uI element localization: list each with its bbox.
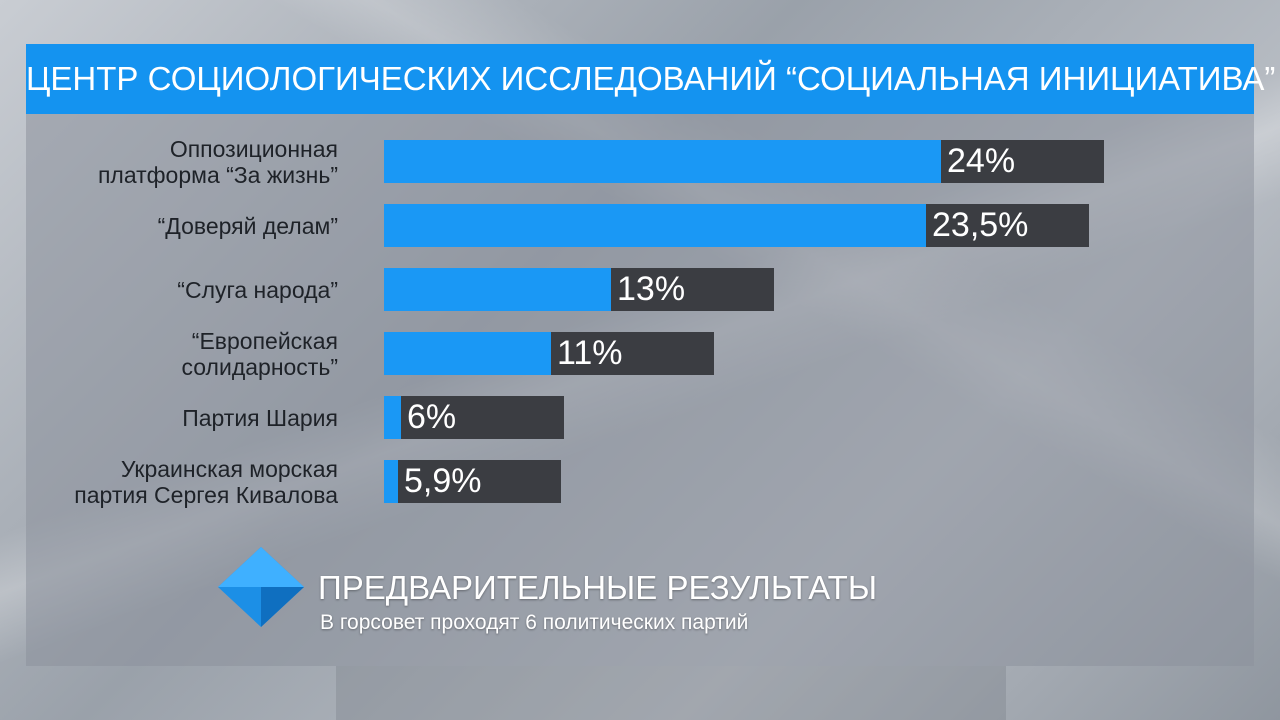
category-label-line: солидарность” bbox=[181, 353, 339, 380]
bar-value-box bbox=[941, 140, 1104, 183]
data-label: 6% bbox=[407, 398, 457, 436]
category-label-line: Партия Шария bbox=[182, 404, 338, 431]
bar-value-box bbox=[401, 396, 564, 439]
category-label-line: партия Сергея Кивалова bbox=[74, 481, 338, 508]
data-label: 13% bbox=[617, 270, 686, 308]
bottom-strip bbox=[336, 666, 1006, 720]
bar bbox=[384, 268, 611, 311]
bar bbox=[384, 396, 401, 439]
footer-subtitle: В горсовет проходят 6 политических парти… bbox=[320, 611, 749, 634]
category-label-line: “Доверяй делам” bbox=[157, 212, 338, 239]
data-label: 24% bbox=[947, 142, 1016, 180]
category-label: “Доверяй делам” bbox=[20, 213, 338, 239]
bar-value-box bbox=[398, 460, 561, 503]
category-label: Украинская морская партия Сергея Кивалова bbox=[20, 456, 338, 508]
bar bbox=[384, 204, 926, 247]
category-label-line: “Слуга народа” bbox=[177, 276, 338, 303]
bar-value-box bbox=[926, 204, 1089, 247]
data-label: 5,9% bbox=[404, 462, 482, 500]
category-label-line: платформа “За жизнь” bbox=[97, 161, 338, 188]
bar bbox=[384, 460, 398, 503]
category-label: “Слуга народа” bbox=[20, 277, 338, 303]
footer-title: ПРЕДВАРИТЕЛЬНЫЕ РЕЗУЛЬТАТЫ bbox=[318, 569, 878, 606]
category-label: Партия Шария bbox=[20, 405, 338, 431]
bar-value-box bbox=[611, 268, 774, 311]
diamond-logo-icon bbox=[216, 545, 306, 629]
category-label: Оппозиционная платформа “За жизнь” bbox=[20, 136, 338, 188]
chart-header: ЦЕНТР СОЦИОЛОГИЧЕСКИХ ИССЛЕДОВАНИЙ “СОЦИ… bbox=[26, 44, 1275, 114]
data-label: 11% bbox=[557, 334, 623, 372]
bar bbox=[384, 140, 941, 183]
data-label: 23,5% bbox=[932, 206, 1029, 244]
bar bbox=[384, 332, 551, 375]
category-label-line: Оппозиционная bbox=[169, 135, 338, 162]
category-label-line: Украинская морская bbox=[120, 455, 338, 482]
category-label-line: “Европейская bbox=[191, 327, 338, 354]
category-label: “Европейская солидарность” bbox=[20, 327, 339, 380]
bar-value-box bbox=[551, 332, 714, 375]
